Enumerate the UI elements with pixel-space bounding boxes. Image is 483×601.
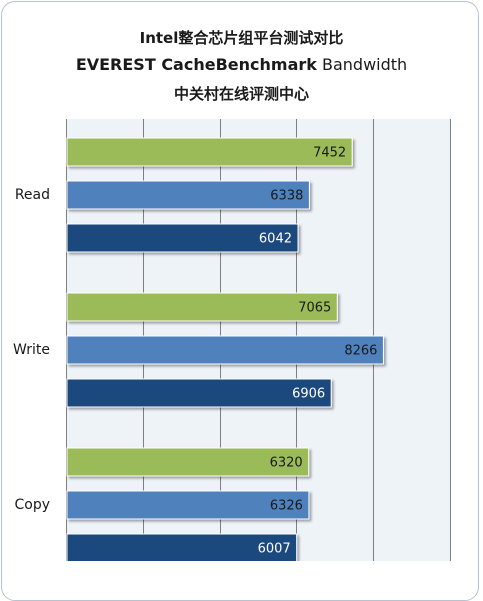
category-label: Copy: [14, 497, 50, 513]
bar-chart: Read 7452 6338 6042 Write 7065 8266 6906 Copy 632…: [13, 119, 451, 561]
bar: [66, 490, 310, 520]
data-label: 8266: [344, 344, 377, 359]
data-label: 6320: [270, 456, 303, 471]
bar: [66, 223, 299, 253]
chart-title-line-3: 中关村在线评测中心: [173, 85, 309, 103]
data-label: 6326: [270, 499, 303, 514]
data-label: 6338: [270, 189, 303, 204]
data-label: 6007: [258, 542, 291, 557]
bar: [66, 137, 353, 167]
category-label: Write: [13, 342, 50, 358]
chart-title-line-2-suffix: Bandwidth: [321, 55, 408, 74]
category-label: Read: [15, 187, 50, 203]
bar: [66, 447, 310, 477]
bar: [66, 533, 298, 561]
data-label: 7452: [313, 146, 346, 161]
bar: [66, 335, 384, 365]
data-label: 6042: [259, 232, 292, 247]
bar: [66, 180, 310, 210]
data-label: 7065: [298, 301, 331, 316]
chart-title-line-1: Intel整合芯片组平台测试对比: [139, 29, 344, 47]
chart-title-line-2-bold: EVEREST CacheBenchmark: [75, 55, 317, 74]
chart-title-line-2: EVEREST CacheBenchmark Bandwidth: [0, 55, 483, 74]
data-label: 6906: [292, 387, 325, 402]
bar: [66, 292, 338, 322]
bar: [66, 378, 332, 408]
